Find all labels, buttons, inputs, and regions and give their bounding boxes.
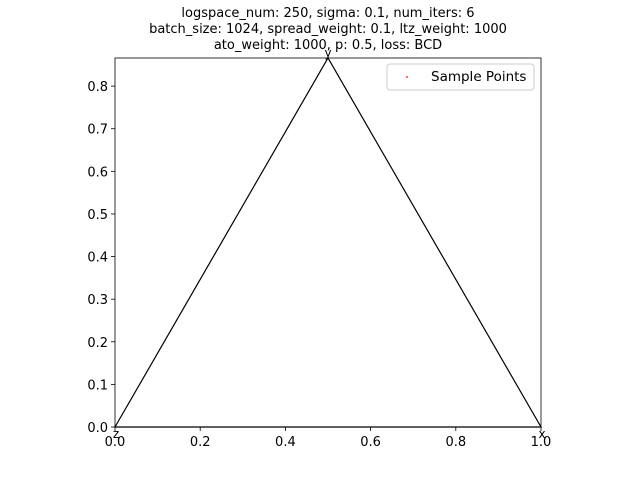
y-tick-label: 0.4 [87,251,108,266]
x-axis-ticks: 0.0 0.2 0.4 0.6 0.8 1.0 [105,427,552,450]
y-axis-ticks: 0.0 0.1 0.2 0.3 0.4 0.5 0.6 0.7 0.8 [87,80,115,436]
y-tick-label: 0.0 [87,421,108,436]
y-tick-label: 0.2 [87,336,108,351]
y-tick-label: 0.8 [87,80,108,95]
y-tick-label: 0.3 [87,293,108,308]
x-tick-label: 0.6 [360,435,381,450]
title-line-1: logspace_num: 250, sigma: 0.1, num_iters… [181,6,474,21]
vertex-label-z: z [113,427,119,441]
legend-label: Sample Points [431,69,526,85]
plot-area: z y x [113,46,546,441]
x-tick-label: 0.4 [275,435,296,450]
y-tick-label: 0.5 [87,208,108,223]
chart-title: logspace_num: 250, sigma: 0.1, num_iters… [149,6,507,53]
y-tick-label: 0.1 [87,378,108,393]
x-tick-label: 0.0 [105,435,126,450]
legend: Sample Points [386,63,535,91]
vertex-label-y: y [324,46,331,60]
axes-frame [114,57,542,428]
vertex-label-x: x [538,427,545,441]
legend-marker [406,76,408,78]
x-tick-label: 1.0 [531,435,552,450]
y-tick-label: 0.6 [87,165,108,180]
simplex-triangle [113,56,543,428]
title-line-2: batch_size: 1024, spread_weight: 0.1, lt… [149,22,507,37]
x-tick-label: 0.8 [445,435,466,450]
y-tick-label: 0.7 [87,123,108,138]
x-tick-label: 0.2 [190,435,211,450]
legend-box [386,63,535,91]
title-line-3: ato_weight: 1000, p: 0.5, loss: BCD [214,38,442,53]
